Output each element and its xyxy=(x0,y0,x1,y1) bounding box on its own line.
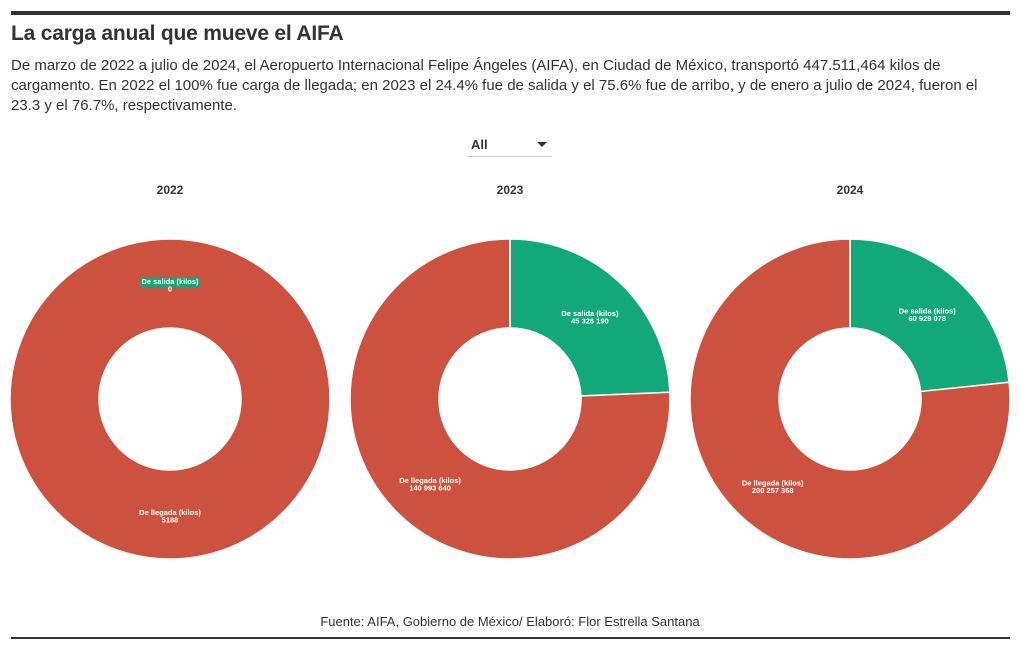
data-label-2023-llegada: De llegada (kilos)140 993 640 xyxy=(399,476,461,493)
data-label-2023-salida: De salida (kilos)45 326 190 xyxy=(561,309,619,326)
page-title: La carga anual que mueve el AIFA xyxy=(11,22,344,45)
slice-2024-salida xyxy=(849,238,1010,393)
page-subtitle: De marzo de 2022 a julio de 2024, el Aer… xyxy=(11,57,978,114)
year-filter-dropdown[interactable]: All xyxy=(468,132,552,157)
dropdown-selected-value: All xyxy=(471,137,488,152)
top-rule xyxy=(11,11,1010,15)
data-label-2022-llegada: De llegada (kilos)5188 xyxy=(139,508,201,525)
data-label-2024-llegada-value: 200 257 368 xyxy=(752,486,794,495)
slice-2022-llegada xyxy=(9,238,331,560)
data-label-2023-llegada-category: De llegada (kilos) xyxy=(399,476,461,485)
data-label-2022-salida-value: 0 xyxy=(168,285,172,294)
data-label-2024-salida-value: 60 929 078 xyxy=(908,314,946,323)
slice-2023-llegada xyxy=(349,238,671,560)
data-label-2022-llegada-value: 5188 xyxy=(162,516,179,525)
data-label-2022-salida-bg xyxy=(140,277,200,288)
data-label-2023-llegada-value: 140 993 640 xyxy=(409,483,451,492)
data-label-2024-salida: De salida (kilos)60 929 078 xyxy=(899,307,957,324)
slice-2024-llegada xyxy=(689,238,1011,560)
donut-chart-2024: 2024 De salida (kilos)60 929 078 De llegad… xyxy=(689,183,1011,560)
source-note: Fuente: AIFA, Gobierno de México/ Elabor… xyxy=(320,614,700,629)
bottom-rule xyxy=(11,637,1010,639)
chart-title-2024: 2024 xyxy=(837,183,864,197)
data-label-2024-salida-category: De salida (kilos) xyxy=(899,307,957,316)
chevron-down-icon xyxy=(537,142,547,147)
slice-2023-salida xyxy=(509,238,671,397)
data-label-2023-salida-value: 45 326 190 xyxy=(571,317,609,326)
data-label-2022-salida: De salida (kilos)0 xyxy=(140,277,200,294)
chart-title-2023: 2023 xyxy=(497,183,524,197)
data-label-2022-llegada-category: De llegada (kilos) xyxy=(139,508,201,517)
data-label-2024-llegada: De llegada (kilos)200 257 368 xyxy=(742,478,804,495)
donut-chart-2023: 2023 De salida (kilos)45 326 190 De llegad… xyxy=(349,183,671,560)
data-label-2022-salida-category: De salida (kilos) xyxy=(141,277,199,286)
data-label-2023-salida-category: De salida (kilos) xyxy=(561,309,619,318)
donut-chart-2022: 2022 De salida (kilos)0 De llegada (kilos)… xyxy=(9,183,331,560)
data-label-2024-llegada-category: De llegada (kilos) xyxy=(742,478,804,487)
chart-title-2022: 2022 xyxy=(157,183,184,197)
